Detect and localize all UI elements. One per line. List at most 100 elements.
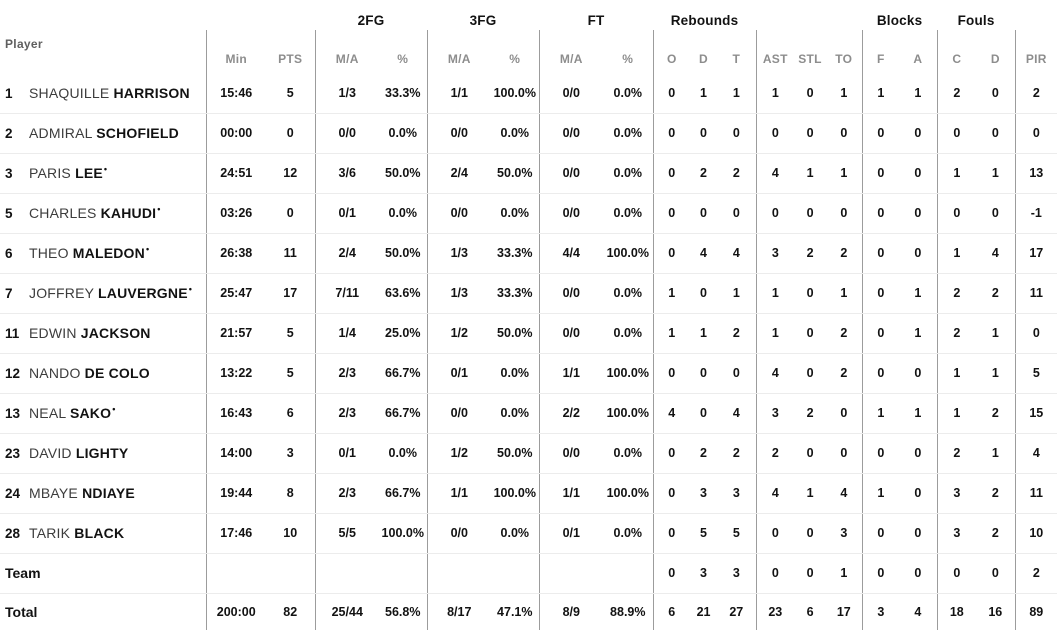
stat-cell-foul-c: 1 xyxy=(936,353,977,394)
player-name-cell: 28 TARIK BLACK xyxy=(0,513,206,554)
stat-cell-2fg-pct: 66.7% xyxy=(379,353,428,394)
stat-cell-blk-a: 0 xyxy=(899,513,938,554)
group-header-fouls: Fouls xyxy=(957,13,995,28)
stat-cell-ft-ma: 8/9 xyxy=(538,593,604,630)
column-header-foul-c: C xyxy=(936,30,977,73)
stat-cell-reb-d: 3 xyxy=(690,473,718,514)
stat-cell-reb-o: 0 xyxy=(652,513,691,554)
jersey-number: 3 xyxy=(5,166,13,181)
stat-cell-ft-ma: 0/0 xyxy=(538,153,604,194)
stat-cell-ft-ma: 0/1 xyxy=(538,513,604,554)
player-first-name: EDWIN xyxy=(29,325,81,341)
stat-cell-pir: 0 xyxy=(1014,113,1057,154)
column-header-reb-d: D xyxy=(699,52,709,66)
stat-cell-reb-t: 27 xyxy=(717,593,757,630)
stat-cell-3fg-pct: 47.1% xyxy=(491,593,540,630)
column-header-blk-a: A xyxy=(913,52,923,66)
stat-cell-blk-f: 0 xyxy=(861,433,900,474)
stat-cell-ft-ma: 0/0 xyxy=(538,193,604,234)
stat-cell-ft-ma: 0/0 xyxy=(538,73,604,114)
stat-cell-3fg-ma: 1/3 xyxy=(426,273,492,314)
stat-cell-reb-d: 3 xyxy=(690,553,718,594)
stat-cell-min: 15:46 xyxy=(205,73,266,114)
stat-cell-blk-a: 0 xyxy=(899,353,938,394)
player-name-cell: 23 DAVID LIGHTY xyxy=(0,433,206,474)
stat-cell-2fg-ma: 3/6 xyxy=(314,153,379,194)
stat-cell-reb-d: 0 xyxy=(690,353,718,394)
stat-cell-ft-pct: 0.0% xyxy=(603,193,654,234)
stat-cell-blk-a: 0 xyxy=(899,233,938,274)
stat-cell-foul-d: 0 xyxy=(976,193,1016,234)
stat-cell-ft-pct: 100.0% xyxy=(603,393,654,434)
player-first-name: MBAYE xyxy=(29,485,83,501)
stat-cell-reb-t: 2 xyxy=(717,153,757,194)
stat-cell-stl: 0 xyxy=(794,113,827,154)
group-header-blocks: Blocks xyxy=(876,13,923,28)
stat-cell-3fg-pct: 0.0% xyxy=(491,393,540,434)
stat-cell-min: 26:38 xyxy=(205,233,266,274)
stat-cell-reb-t: 3 xyxy=(717,473,757,514)
stat-cell-3fg-ma: 1/2 xyxy=(426,313,492,354)
stat-cell-3fg-ma: 2/4 xyxy=(426,153,492,194)
stat-cell-min: 17:46 xyxy=(205,513,266,554)
stat-cell-ft-ma: 1/1 xyxy=(538,353,604,394)
total-row: Total 200:00 82 25/44 56.8% 8/17 47.1% 8/9 88.9%… xyxy=(0,593,1057,630)
player-name-cell: 1 SHAQUILLE HARRISON xyxy=(0,73,206,114)
stat-cell-stl: 0 xyxy=(794,553,827,594)
group-header-spacer xyxy=(756,0,862,30)
stat-cell-to: 2 xyxy=(826,313,863,354)
player-name-cell: 11 EDWIN JACKSON xyxy=(0,313,206,354)
stat-cell-2fg-ma: 2/3 xyxy=(314,393,379,434)
stat-cell-ft-pct: 0.0% xyxy=(603,273,654,314)
player-row: 23 DAVID LIGHTY 14:00 3 0/1 0.0% 1/2 50.0% 0/0 0.… xyxy=(0,433,1057,474)
player-name-cell: 7 JOFFREY LAUVERGNE• xyxy=(0,273,206,314)
player-first-name: DAVID xyxy=(29,445,76,461)
player-name-cell: 3 PARIS LEE• xyxy=(0,153,206,194)
stat-cell-3fg-ma: 1/1 xyxy=(426,473,492,514)
stat-cell-blk-a: 0 xyxy=(899,113,938,154)
stat-cell-ft-pct: 100.0% xyxy=(603,233,654,274)
stat-cell-ast: 1 xyxy=(755,313,795,354)
stat-cell-reb-t: 1 xyxy=(717,73,757,114)
stat-cell-pts: 8 xyxy=(266,473,315,514)
stat-cell-blk-f: 0 xyxy=(861,113,900,154)
player-last-name: MALEDON xyxy=(72,245,145,261)
player-last-name: LAUVERGNE xyxy=(98,285,188,301)
stat-cell-ft-pct: 0.0% xyxy=(603,73,654,114)
stat-cell-foul-d: 1 xyxy=(976,433,1016,474)
stat-cell-2fg-pct: 50.0% xyxy=(379,233,428,274)
stat-cell-ast: 4 xyxy=(755,473,795,514)
player-row: 11 EDWIN JACKSON 21:57 5 1/4 25.0% 1/2 50.0% 0/0… xyxy=(0,313,1057,354)
stat-cell-reb-t: 4 xyxy=(717,393,757,434)
player-first-name: JOFFREY xyxy=(29,285,99,301)
stat-cell-to: 1 xyxy=(826,73,863,114)
player-last-name: LIGHTY xyxy=(75,445,129,461)
stat-cell-stl: 1 xyxy=(794,473,827,514)
column-header-2fg-ma: M/A xyxy=(314,30,379,73)
column-header-ast: AST xyxy=(755,30,795,73)
stat-cell-reb-d: 0 xyxy=(690,113,718,154)
stat-cell-min: 200:00 xyxy=(205,593,266,630)
stat-cell-ast: 4 xyxy=(755,153,795,194)
stat-cell-stl: 0 xyxy=(794,313,827,354)
stat-cell-3fg-ma: 0/0 xyxy=(426,113,492,154)
stat-cell-min: 25:47 xyxy=(205,273,266,314)
stat-cell-blk-a: 0 xyxy=(899,473,938,514)
stat-cell-min: 19:44 xyxy=(205,473,266,514)
stat-cell-2fg-pct: 63.6% xyxy=(379,273,428,314)
jersey-number: 7 xyxy=(5,286,13,301)
stat-cell-reb-o: 0 xyxy=(652,113,691,154)
stat-cell-ft-pct: 0.0% xyxy=(603,433,654,474)
stat-cell-ft-pct: 0.0% xyxy=(603,113,654,154)
stat-cell-ast: 3 xyxy=(755,393,795,434)
stat-cell-to: 0 xyxy=(826,433,863,474)
stat-cell-blk-f: 0 xyxy=(861,273,900,314)
stat-cell-2fg-pct: 0.0% xyxy=(379,193,428,234)
stat-cell-stl: 0 xyxy=(794,273,827,314)
player-name-cell: 6 THEO MALEDON• xyxy=(0,233,206,274)
jersey-number: 13 xyxy=(5,406,21,421)
stat-cell-foul-c: 1 xyxy=(936,153,977,194)
stat-cell-ast: 4 xyxy=(755,353,795,394)
group-header-spacer xyxy=(206,0,315,30)
starter-marker-icon: • xyxy=(145,244,150,255)
